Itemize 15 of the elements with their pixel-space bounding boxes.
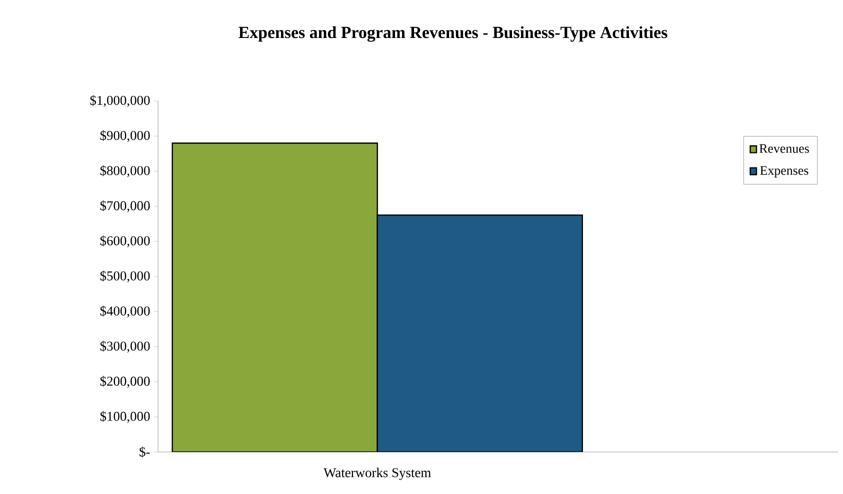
y-tick-label: $700,000 — [100, 200, 150, 212]
y-tick-label: $1,000,000 — [90, 95, 150, 107]
y-tick-label: $600,000 — [100, 236, 150, 248]
y-tick-label: $800,000 — [100, 165, 150, 178]
y-tick-label: $900,000 — [100, 130, 150, 142]
y-tick-label: $500,000 — [100, 270, 150, 282]
y-tick-label: $400,000 — [100, 306, 150, 318]
legend-label: Revenues — [759, 144, 809, 153]
y-tick-label: $- — [140, 446, 150, 458]
y-tick-label: $300,000 — [100, 340, 150, 353]
x-tick-label: Waterworks System — [324, 468, 431, 480]
chart-title: Expenses and Program Revenues - Business-Type Activities — [238, 26, 668, 42]
y-tick-label: $200,000 — [100, 376, 150, 388]
legend-label: Expenses — [760, 166, 808, 178]
y-tick-label: $100,000 — [100, 411, 150, 423]
